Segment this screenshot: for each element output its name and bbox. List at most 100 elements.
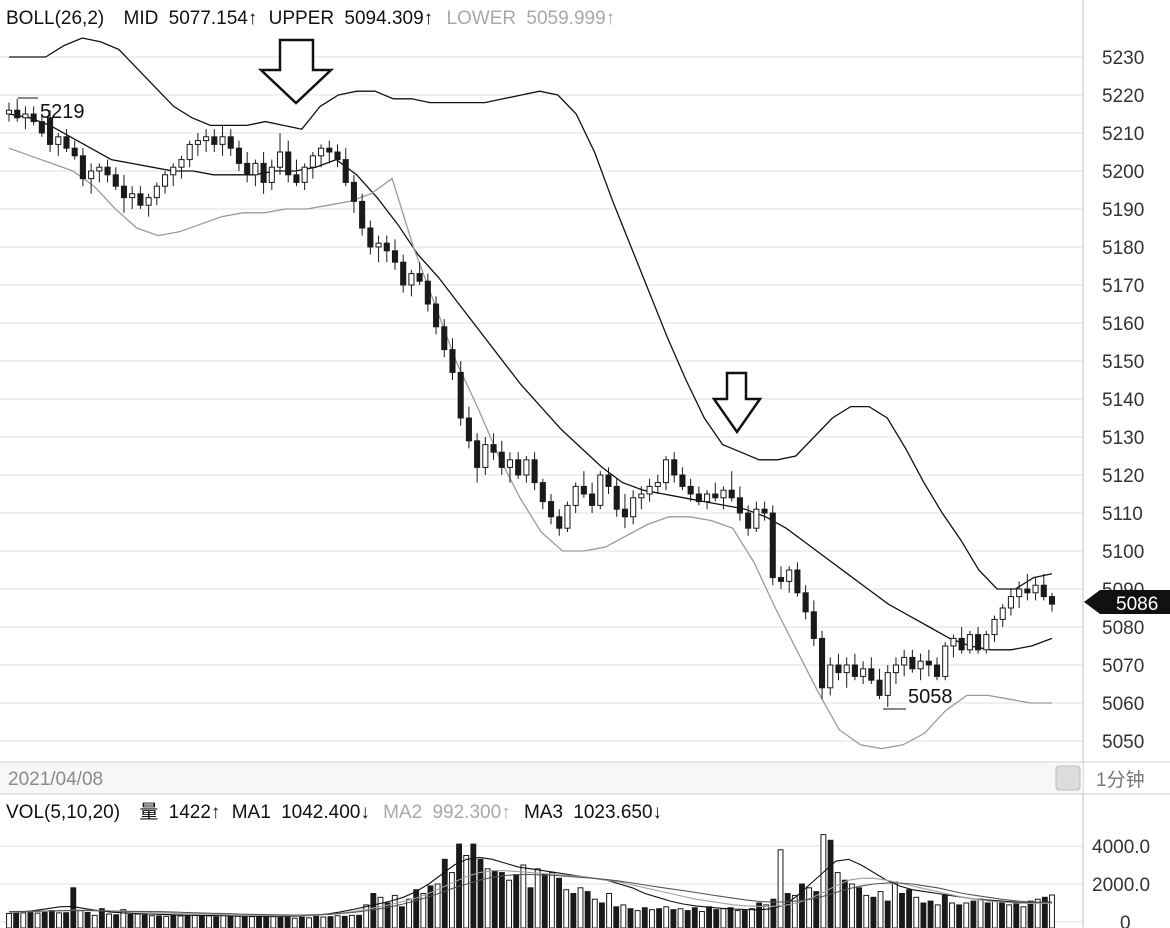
volume-bar	[213, 916, 220, 928]
volume-bar	[949, 902, 955, 928]
volume-bar	[627, 908, 634, 928]
upper-band-line	[9, 37, 1053, 590]
candle-down	[416, 273, 423, 282]
candle-up	[219, 136, 226, 145]
candle-up	[375, 242, 382, 248]
price-tick-label: 5110	[1102, 504, 1143, 525]
volume-axis-ticks: 4000.0 2000.0 0	[1092, 837, 1150, 928]
volume-bar	[398, 906, 405, 928]
volume-bar	[741, 910, 748, 928]
candle-down	[712, 493, 719, 499]
price-tick-label: 5080	[1102, 618, 1144, 639]
vol-label: 量	[139, 802, 158, 823]
volume-bar	[84, 912, 91, 928]
candle-down	[728, 489, 735, 499]
lower-value: 5059.999↑	[526, 8, 615, 29]
volume-bar	[284, 915, 291, 928]
candle-up	[860, 668, 867, 677]
candle-up	[88, 170, 95, 180]
candle-up	[753, 508, 760, 529]
volume-bar	[248, 916, 255, 928]
volume-bar	[534, 868, 541, 928]
price-tick-label: 5100	[1102, 542, 1144, 563]
volume-bar	[1006, 904, 1013, 928]
candle-up	[597, 474, 604, 506]
volume-bar	[156, 915, 162, 928]
candle-down	[975, 634, 982, 651]
ma2-value: 992.300↑	[432, 802, 510, 823]
volume-bar	[613, 906, 620, 928]
candle-down	[580, 485, 587, 495]
volume-bar	[563, 889, 570, 928]
volume-bar	[241, 916, 248, 928]
candle-down	[810, 611, 817, 639]
candle-down	[909, 656, 916, 670]
volume-bar	[541, 874, 548, 928]
volume-bar	[663, 906, 670, 928]
volume-bar	[227, 915, 234, 928]
candle-down	[515, 459, 522, 476]
volume-bar	[977, 898, 984, 928]
volume-bar	[113, 914, 120, 928]
volume-bar	[577, 887, 584, 928]
volume-bar	[884, 900, 891, 928]
candle-down	[227, 136, 234, 149]
candle-up	[203, 136, 210, 142]
volume-bar	[277, 916, 284, 928]
vol-value: 1422↑	[169, 802, 221, 823]
volume-bar	[170, 914, 177, 928]
candle-down	[38, 121, 45, 134]
volume-bar	[570, 893, 577, 928]
volume-bar	[899, 893, 905, 928]
candle-down	[819, 637, 826, 689]
price-tick-label: 5070	[1102, 656, 1144, 677]
volume-bar	[506, 879, 512, 928]
candle-down	[79, 155, 86, 180]
high-marker-label: 5219	[40, 101, 85, 123]
candle-up	[301, 166, 308, 183]
candle-up	[318, 147, 325, 157]
volume-bar	[720, 908, 727, 928]
volume-bar	[749, 908, 755, 928]
candle-down	[424, 280, 431, 305]
date-label: 2021/04/08	[8, 769, 103, 790]
period-label[interactable]: 1分钟	[1096, 769, 1145, 791]
candle-up	[999, 607, 1006, 620]
volume-bar	[520, 864, 527, 928]
candle-down	[449, 349, 456, 373]
volume-bar	[70, 887, 77, 928]
candle-up	[827, 664, 834, 689]
candle-up	[186, 143, 193, 161]
volume-bar	[599, 902, 605, 928]
volume-bar	[134, 913, 141, 928]
volume-bar	[413, 889, 420, 928]
volume-bar	[406, 898, 412, 928]
candle-down	[235, 147, 242, 164]
volume-bar	[120, 909, 127, 928]
volume-bar	[341, 915, 348, 928]
last-price-label: 5086	[1116, 594, 1158, 615]
price-tick-label: 5120	[1102, 466, 1144, 487]
ma1-value: 1042.400↓	[281, 802, 370, 823]
volume-bar	[306, 917, 312, 928]
volume-bar	[56, 912, 62, 928]
candle-down	[400, 261, 407, 286]
volume-bar	[549, 872, 555, 928]
time-bar	[0, 763, 1083, 793]
volume-tick-label: 4000.0	[1092, 837, 1150, 858]
candle-down	[1024, 588, 1031, 594]
volume-bar	[234, 915, 241, 928]
candle-down	[63, 136, 70, 149]
volume-bar	[527, 887, 534, 928]
volume-bar	[384, 902, 391, 928]
price-tick-label: 5180	[1102, 238, 1144, 259]
candle-down	[531, 459, 538, 484]
candle-up	[268, 166, 275, 183]
volume-bar	[699, 911, 705, 928]
scroll-thumb[interactable]	[1055, 765, 1081, 791]
volume-ma2-line	[8, 870, 1053, 917]
candle-down	[465, 417, 472, 442]
last-price-tag	[1084, 590, 1170, 614]
candle-up	[572, 485, 579, 506]
candle-up	[408, 273, 415, 286]
